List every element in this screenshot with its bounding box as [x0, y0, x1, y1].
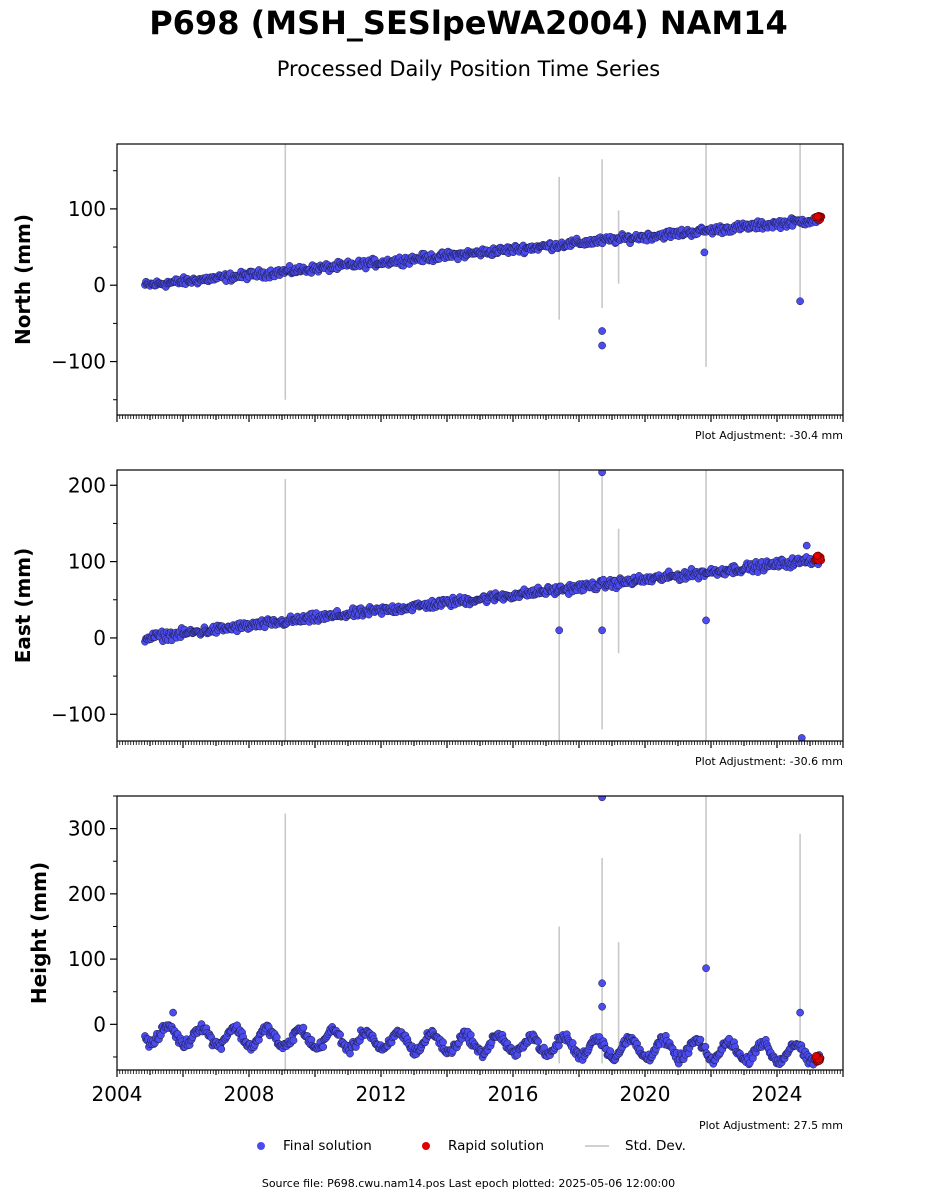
east-plot-adjustment: Plot Adjustment: -30.6 mm [695, 755, 843, 768]
rapid-solution-series [811, 1051, 825, 1066]
plot-area [141, 796, 825, 1070]
y-axis-label: North (mm) [11, 214, 35, 345]
legend-final-label: Final solution [283, 1138, 372, 1154]
final-point-outlier [598, 796, 606, 802]
legend: Final solution Rapid solution Std. Dev. [0, 1138, 937, 1158]
final-point-outlier [702, 616, 710, 625]
y-tick-label: −100 [51, 702, 106, 726]
final-point-outlier [598, 470, 606, 477]
legend-rapid-label: Rapid solution [448, 1138, 544, 1154]
final-point-outlier [598, 1002, 606, 1011]
y-tick-label: 100 [68, 197, 106, 221]
final-point-outlier [598, 341, 606, 350]
final-point-outlier [598, 979, 606, 988]
y-axis-label: Height (mm) [27, 862, 51, 1004]
north-plot-adjustment: Plot Adjustment: -30.4 mm [695, 429, 843, 442]
final-marker-icon [257, 1142, 265, 1150]
y-tick-label: 200 [68, 882, 106, 906]
x-tick-label: 2016 [488, 1082, 539, 1106]
legend-final: Final solution [257, 1138, 372, 1154]
legend-rapid: Rapid solution [422, 1138, 544, 1154]
stddev-line-icon [585, 1145, 609, 1147]
final-point [696, 1035, 705, 1044]
legend-stddev: Std. Dev. [585, 1138, 686, 1154]
rapid-point [813, 551, 822, 560]
final-point [701, 1042, 710, 1051]
final-point-outlier [598, 626, 606, 635]
final-point-outlier [702, 964, 710, 973]
final-point [289, 1036, 298, 1045]
final-point-outlier [169, 1008, 177, 1017]
final-point [299, 1023, 308, 1032]
plot-area [141, 144, 826, 400]
final-point [466, 1031, 475, 1039]
x-tick-label: 2004 [92, 1082, 143, 1106]
y-tick-label: −100 [51, 350, 106, 374]
final-point-outlier [598, 327, 606, 335]
y-tick-label: 0 [93, 626, 106, 650]
final-point [568, 1039, 577, 1047]
rapid-solution-series [811, 551, 826, 565]
final-point [217, 1045, 226, 1053]
rapid-point [812, 1052, 820, 1060]
final-solution-series [141, 213, 824, 350]
height-plot-adjustment: Plot Adjustment: 27.5 mm [698, 1119, 843, 1132]
chart-subtitle: Processed Daily Position Time Series [276, 57, 661, 81]
y-axis-label: East (mm) [11, 548, 35, 664]
final-point [606, 1047, 615, 1055]
final-point-outlier [796, 1008, 804, 1017]
final-point [439, 1038, 447, 1047]
rapid-solution-series [811, 211, 826, 224]
source-footer: Source file: P698.cwu.nam14.pos Last epo… [261, 1177, 676, 1190]
y-tick-label: 0 [93, 273, 106, 297]
x-tick-label: 2012 [356, 1082, 407, 1106]
y-tick-label: 200 [68, 473, 106, 497]
legend-stddev-label: Std. Dev. [625, 1138, 686, 1154]
y-tick-label: 100 [68, 947, 106, 971]
final-point [272, 1033, 281, 1042]
x-tick-label: 2024 [752, 1082, 803, 1106]
final-point [534, 1037, 542, 1046]
y-tick-label: 100 [68, 550, 106, 574]
x-tick-label: 2020 [620, 1082, 671, 1106]
final-solution-series [141, 470, 824, 741]
final-point [346, 1049, 354, 1058]
panel-2: 0 100 200 300 2004 2008 2012 2016 2020 2024 Height… [27, 795, 844, 1106]
rapid-marker-icon [422, 1142, 430, 1150]
final-point [319, 1043, 328, 1051]
final-point-outlier [797, 734, 806, 741]
panel-1: −100 0 100 200 East (mm) [11, 469, 844, 748]
plot-frame [116, 795, 844, 1071]
plot-area [141, 470, 826, 741]
x-tick-label: 2008 [224, 1082, 275, 1106]
rapid-point [813, 212, 822, 221]
final-point-outlier [555, 626, 564, 635]
final-solution-series [141, 796, 824, 1069]
plot-frame [116, 469, 844, 742]
final-point-outlier [796, 297, 804, 306]
final-point [336, 1030, 344, 1039]
panel-0: −100 0 100 North (mm) [11, 143, 844, 422]
y-tick-label: 300 [68, 817, 106, 841]
final-point-outlier [802, 541, 811, 550]
chart-title: P698 (MSH_SESlpeWA2004) NAM14 [149, 4, 788, 42]
y-tick-label: 0 [93, 1012, 106, 1036]
final-point-outlier [700, 248, 709, 257]
